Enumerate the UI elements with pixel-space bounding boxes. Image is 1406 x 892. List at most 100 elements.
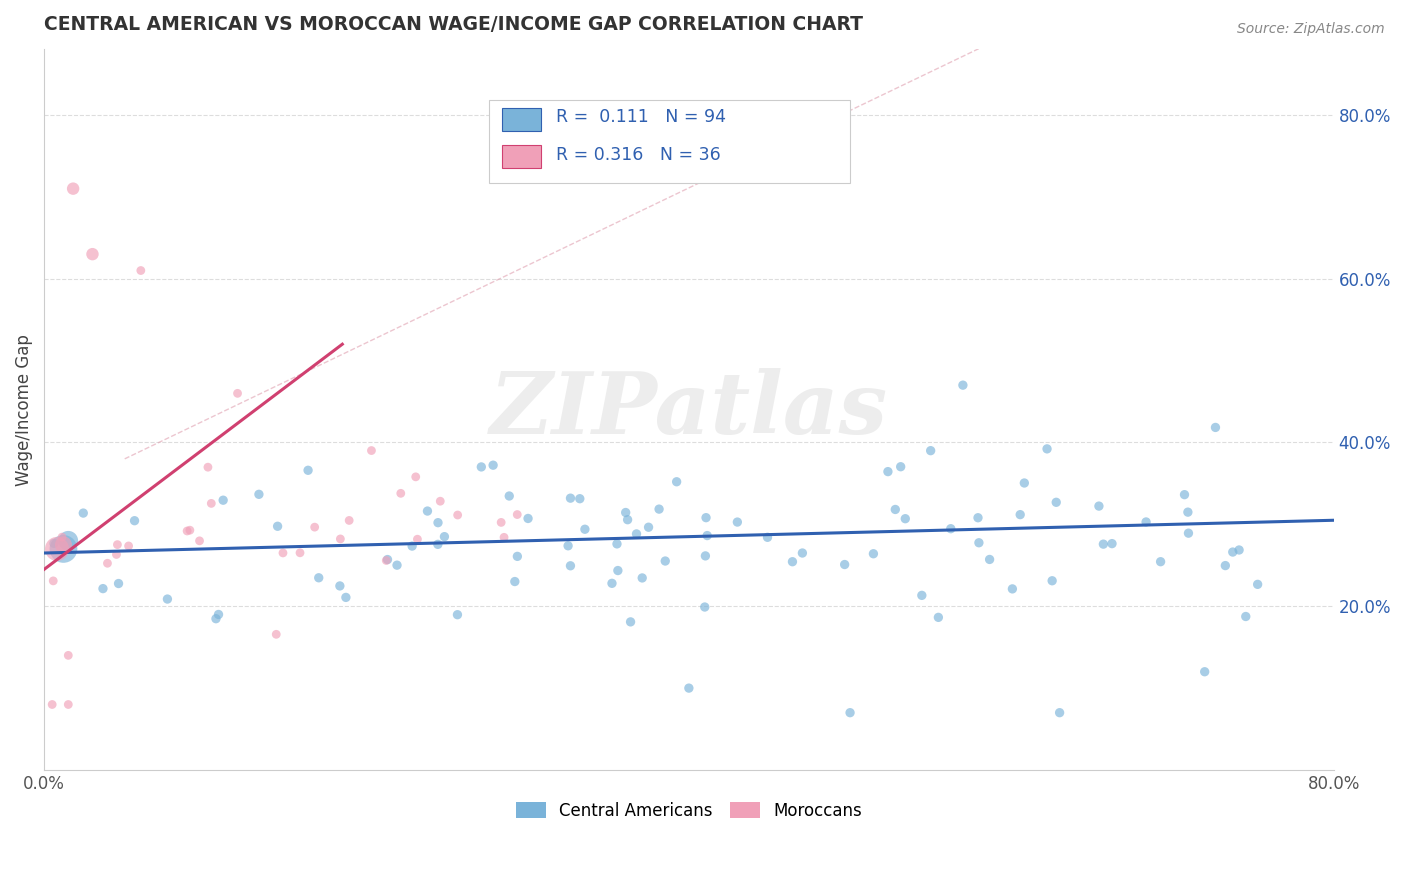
Point — [631, 571, 654, 585]
Point — [695, 549, 717, 563]
Point — [429, 494, 451, 508]
FancyBboxPatch shape — [489, 100, 851, 183]
Point — [96, 556, 118, 570]
Point — [107, 538, 129, 552]
Legend: Central Americans, Moroccans: Central Americans, Moroccans — [509, 795, 869, 827]
Text: Source: ZipAtlas.com: Source: ZipAtlas.com — [1237, 22, 1385, 37]
Point — [1194, 665, 1216, 679]
Point — [494, 530, 516, 544]
Point — [665, 475, 688, 489]
Point — [1014, 475, 1036, 490]
Text: R = 0.316   N = 36: R = 0.316 N = 36 — [555, 146, 721, 164]
Point — [360, 443, 382, 458]
Point — [862, 547, 884, 561]
Point — [179, 523, 201, 537]
Point — [648, 502, 671, 516]
Point — [117, 539, 139, 553]
Point — [1204, 420, 1226, 434]
Point — [782, 555, 804, 569]
Point — [939, 522, 962, 536]
Point — [626, 527, 648, 541]
Point — [979, 552, 1001, 566]
Point — [375, 553, 398, 567]
Point — [212, 493, 235, 508]
Point — [606, 564, 628, 578]
Point — [1227, 543, 1250, 558]
Point — [920, 443, 942, 458]
Point — [197, 460, 219, 475]
Point — [1088, 499, 1111, 513]
Point — [890, 459, 912, 474]
Point — [105, 548, 128, 562]
Point — [46, 541, 69, 556]
Point — [600, 576, 623, 591]
Point — [42, 536, 65, 550]
Point — [385, 558, 408, 573]
Point — [337, 513, 360, 527]
Point — [329, 532, 352, 546]
Point — [574, 522, 596, 536]
Point — [1246, 577, 1268, 591]
Point — [557, 539, 579, 553]
Point — [967, 535, 990, 549]
Point — [725, 515, 748, 529]
FancyBboxPatch shape — [502, 108, 540, 131]
Point — [967, 510, 990, 524]
Point — [51, 530, 73, 544]
Point — [614, 506, 637, 520]
Point — [41, 698, 63, 712]
FancyBboxPatch shape — [502, 145, 540, 169]
Point — [1101, 536, 1123, 550]
Point — [58, 648, 80, 663]
Point — [1177, 526, 1199, 541]
Point — [129, 263, 152, 277]
Point — [1177, 505, 1199, 519]
Point — [82, 247, 104, 261]
Point — [489, 516, 512, 530]
Point — [329, 579, 352, 593]
Point — [877, 465, 900, 479]
Point — [498, 489, 520, 503]
Point — [247, 487, 270, 501]
Point — [1049, 706, 1071, 720]
Point — [560, 491, 582, 505]
Point — [693, 600, 716, 615]
Point — [619, 615, 641, 629]
Point — [568, 491, 591, 506]
Point — [427, 516, 450, 530]
Point — [695, 510, 717, 524]
Point — [927, 610, 949, 624]
Point — [52, 541, 75, 556]
Point — [205, 612, 228, 626]
Point — [616, 513, 638, 527]
Point — [678, 681, 700, 695]
Point — [416, 504, 439, 518]
Point — [1173, 488, 1195, 502]
Point — [335, 591, 357, 605]
Point — [426, 537, 449, 551]
Point — [401, 539, 423, 553]
Point — [792, 546, 814, 560]
Point — [264, 627, 287, 641]
Point — [1215, 558, 1237, 573]
Point — [226, 386, 249, 401]
Point — [1135, 515, 1157, 529]
Point — [606, 537, 628, 551]
Point — [1092, 537, 1115, 551]
Point — [52, 538, 75, 552]
Point — [91, 582, 114, 596]
Y-axis label: Wage/Income Gap: Wage/Income Gap — [15, 334, 32, 485]
Point — [405, 470, 427, 484]
Point — [756, 530, 779, 544]
Point — [517, 511, 540, 525]
Point — [470, 459, 492, 474]
Point — [207, 607, 229, 622]
Point — [952, 378, 974, 392]
Text: CENTRAL AMERICAN VS MOROCCAN WAGE/INCOME GAP CORRELATION CHART: CENTRAL AMERICAN VS MOROCCAN WAGE/INCOME… — [44, 15, 863, 34]
Point — [58, 533, 80, 548]
Point — [1001, 582, 1024, 596]
Point — [1149, 555, 1171, 569]
Point — [911, 588, 934, 602]
Point — [288, 546, 311, 560]
Point — [58, 698, 80, 712]
